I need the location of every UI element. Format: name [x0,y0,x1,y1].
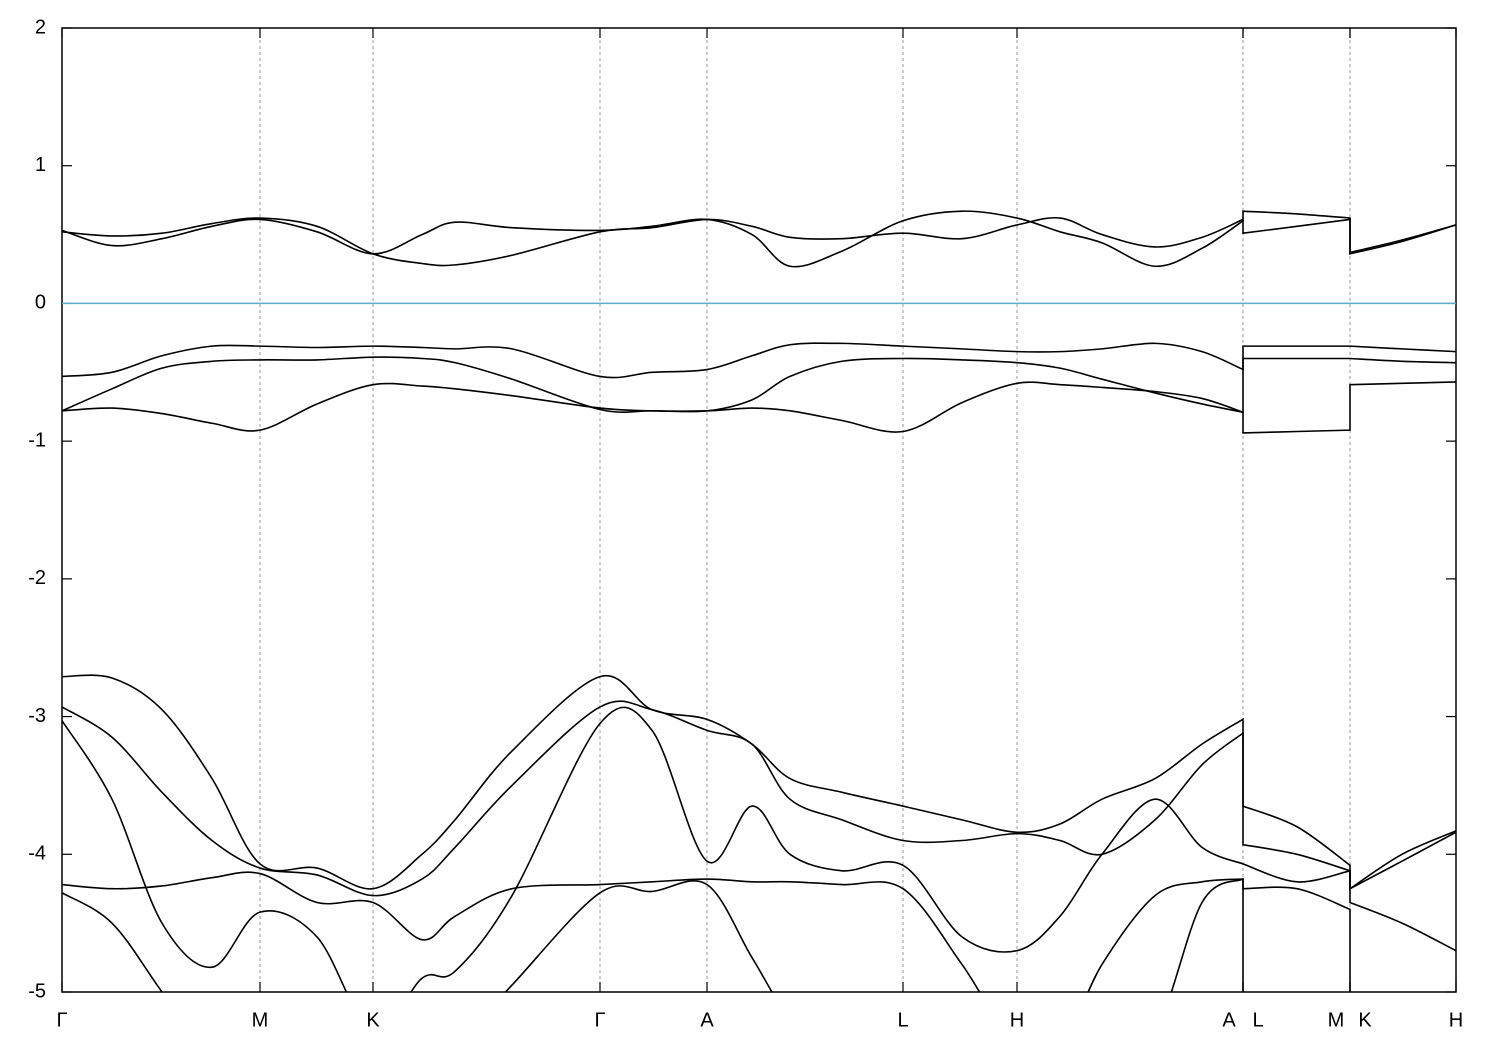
x-tick-label: A [1222,1009,1236,1031]
x-tick-label: L [1252,1009,1263,1031]
band-line [62,216,1456,267]
band-line [62,210,1456,268]
x-tick-label: M [252,1009,269,1031]
bands [62,210,1456,992]
x-tick-label: Γ [594,1009,605,1031]
band-line [62,381,1456,434]
band-line [62,674,1456,891]
band-line [62,700,1456,897]
x-tick-label: L [897,1009,908,1031]
plot-frame [61,27,1457,993]
y-tick-label: -3 [28,705,46,727]
band-line [62,356,1456,414]
y-tick-label: 1 [35,154,46,176]
x-tick-label: M [1328,1009,1345,1031]
x-tick-label: K [366,1009,380,1031]
band-line [62,706,1456,992]
band-line [62,871,1351,992]
x-tick-label: A [700,1009,714,1031]
y-tick-label: 2 [35,16,46,38]
y-tick-label: -2 [28,567,46,589]
x-tick-label: H [1449,1009,1463,1031]
y-tick-label: -1 [28,429,46,451]
y-tick-label: -4 [28,843,46,865]
y-tick-label: -5 [28,980,46,1002]
x-tick-label: Γ [56,1009,67,1031]
x-tick-label: H [1010,1009,1024,1031]
band-line [62,877,1244,992]
band-line [62,342,1456,379]
y-tick-label: 0 [35,292,46,314]
x-tick-label: K [1358,1009,1372,1031]
